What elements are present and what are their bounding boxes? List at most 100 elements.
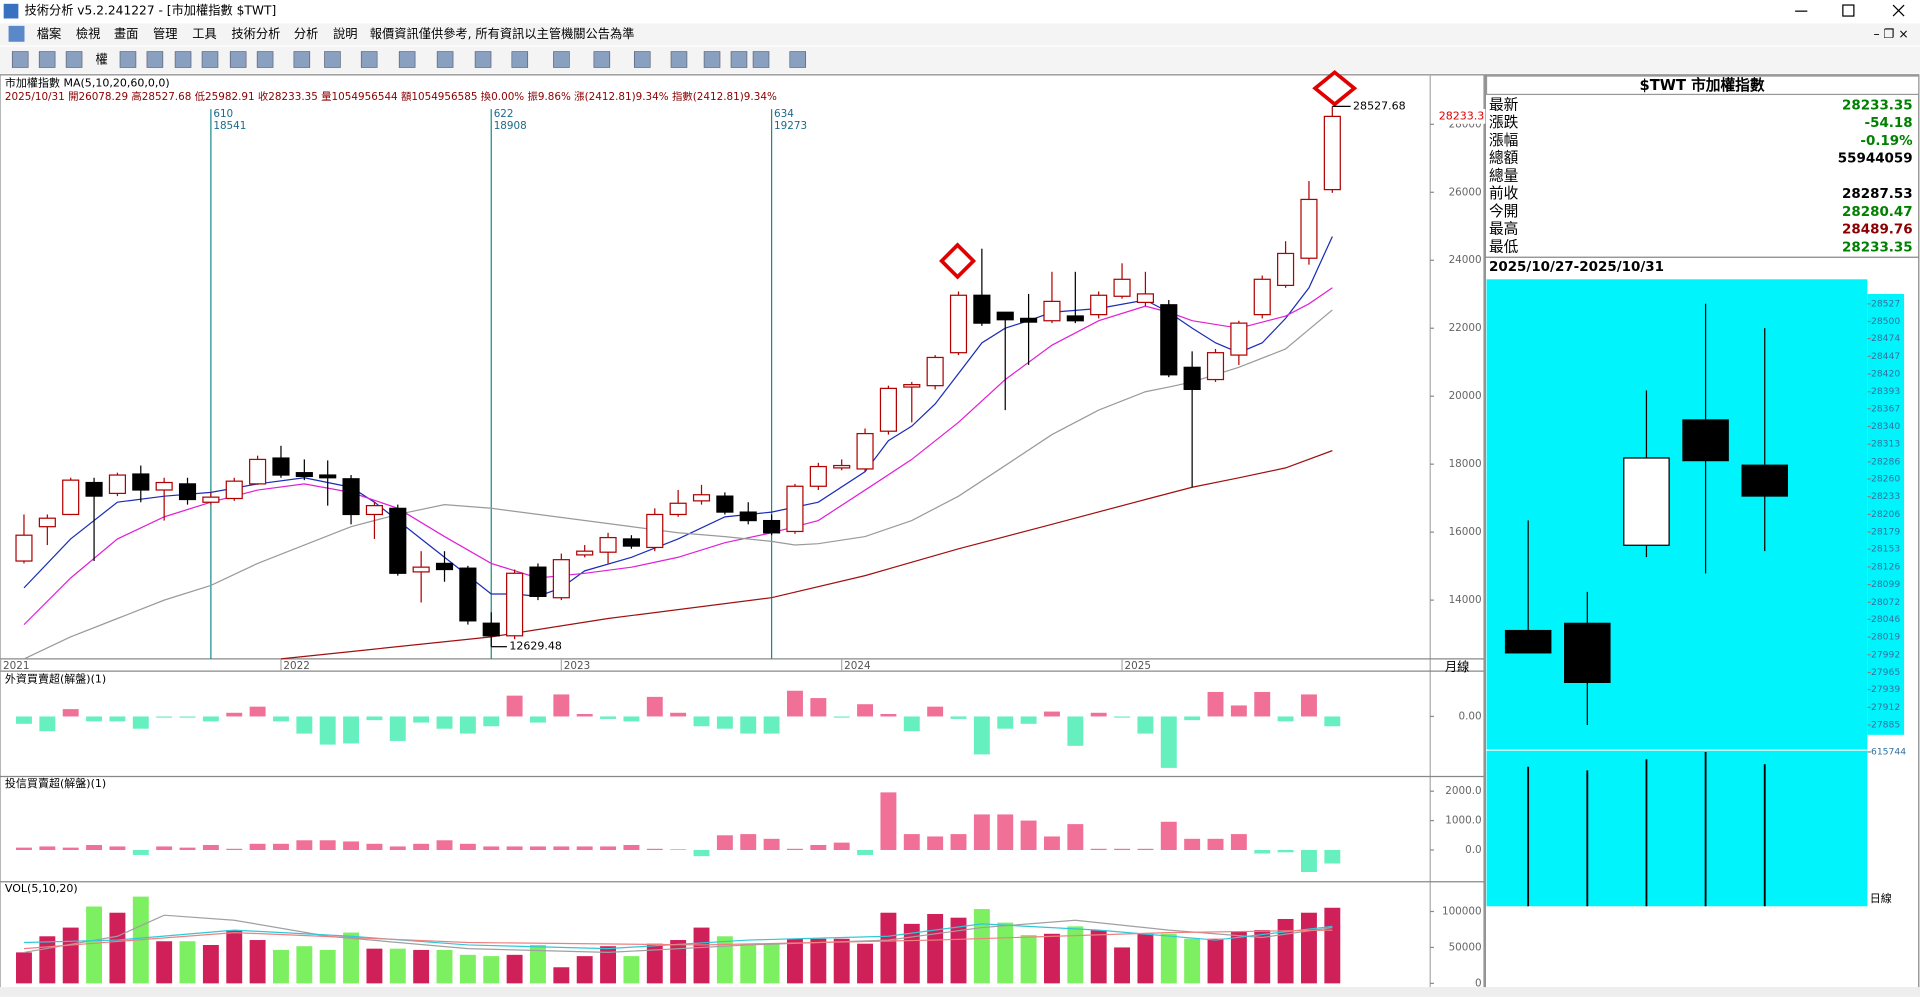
bar bbox=[787, 690, 803, 717]
bar bbox=[156, 716, 173, 718]
bar bbox=[1090, 848, 1107, 850]
bar bbox=[1230, 705, 1247, 717]
close-button[interactable] bbox=[1892, 4, 1905, 17]
candle-body bbox=[295, 472, 313, 478]
menu-item[interactable]: 工具 bbox=[192, 27, 216, 41]
low-label: 12629.48 bbox=[509, 640, 562, 653]
tool-button[interactable] bbox=[511, 51, 529, 68]
bar bbox=[530, 846, 546, 850]
candle-body bbox=[949, 294, 968, 354]
y-tick-label: 28420 bbox=[1871, 369, 1900, 380]
candle-body bbox=[1160, 304, 1178, 376]
candle-body bbox=[599, 536, 617, 553]
candle-body bbox=[926, 356, 944, 387]
bar bbox=[693, 849, 710, 857]
volume-bar bbox=[623, 956, 640, 984]
bar bbox=[740, 716, 757, 734]
tool-button[interactable] bbox=[553, 51, 570, 68]
bar bbox=[319, 840, 336, 850]
menu-item[interactable]: 檔案 bbox=[37, 26, 61, 41]
bar bbox=[483, 846, 500, 850]
bar bbox=[1254, 691, 1271, 717]
tool-button[interactable] bbox=[752, 51, 770, 68]
volume-bar bbox=[459, 954, 476, 984]
volume-bar bbox=[39, 936, 56, 984]
bar bbox=[1044, 711, 1060, 717]
bar bbox=[1324, 716, 1341, 727]
y-tick-label: 24000 bbox=[1449, 254, 1482, 266]
bar bbox=[506, 695, 523, 717]
tool-button[interactable] bbox=[65, 51, 83, 68]
mini-title: 2025/10/27-2025/10/31 bbox=[1489, 260, 1664, 275]
candle-body bbox=[272, 457, 290, 476]
menu-item[interactable]: 檢視 bbox=[76, 26, 100, 41]
bar bbox=[39, 846, 56, 850]
tool-button[interactable] bbox=[398, 51, 416, 68]
menu-item[interactable]: 說明 bbox=[333, 26, 357, 41]
bar bbox=[1114, 716, 1131, 718]
tool-button[interactable] bbox=[789, 51, 807, 68]
volume-bar bbox=[1230, 931, 1247, 984]
menu-item[interactable]: 畫面 bbox=[114, 26, 138, 41]
tool-button[interactable] bbox=[633, 51, 651, 68]
y-tick-label: 28019 bbox=[1871, 632, 1900, 643]
tool-button[interactable] bbox=[703, 51, 721, 68]
tool-button[interactable] bbox=[474, 51, 492, 68]
ma-line bbox=[23, 309, 1333, 660]
tool-button[interactable] bbox=[201, 51, 219, 68]
tool-button[interactable] bbox=[324, 51, 341, 68]
bar bbox=[436, 716, 453, 729]
volume-bar bbox=[880, 912, 897, 984]
candle-body bbox=[132, 473, 150, 491]
candle-body bbox=[202, 496, 220, 503]
volume-bar bbox=[1067, 926, 1084, 984]
bar bbox=[880, 714, 897, 717]
candle-body bbox=[108, 474, 127, 495]
volume-bar bbox=[109, 912, 126, 984]
volume-bar bbox=[1160, 933, 1177, 984]
bar bbox=[623, 844, 640, 850]
menu-item[interactable]: 管理 bbox=[153, 26, 177, 41]
bar bbox=[1114, 848, 1131, 850]
tool-button[interactable] bbox=[293, 51, 311, 68]
tool-button[interactable] bbox=[174, 51, 192, 68]
tool-button[interactable] bbox=[730, 51, 748, 68]
bar bbox=[296, 716, 313, 734]
bar bbox=[296, 840, 313, 850]
tool-button[interactable] bbox=[670, 51, 688, 68]
toolbar-label[interactable]: 權 bbox=[96, 53, 108, 67]
bar bbox=[787, 848, 803, 850]
volume-bar bbox=[506, 954, 523, 984]
tool-button[interactable] bbox=[593, 51, 611, 68]
y-tick-label: 28153 bbox=[1871, 544, 1900, 555]
menu-item[interactable]: 分析 bbox=[294, 27, 318, 41]
candle-body bbox=[225, 480, 243, 500]
tool-button[interactable] bbox=[146, 51, 164, 68]
candle-body bbox=[1300, 198, 1318, 259]
y-tick-label: 28046 bbox=[1871, 614, 1900, 625]
tool-button[interactable] bbox=[38, 51, 56, 68]
tool-button[interactable] bbox=[256, 51, 274, 68]
candle-body bbox=[38, 517, 56, 528]
menu-item[interactable]: 技術分析 bbox=[231, 27, 280, 41]
tool-button[interactable] bbox=[229, 51, 247, 68]
bar bbox=[413, 716, 430, 723]
annotation-value: 18541 bbox=[213, 120, 246, 132]
restore-button[interactable] bbox=[1842, 4, 1855, 17]
y-tick-label: 28527 bbox=[1871, 298, 1900, 309]
bar bbox=[1090, 712, 1107, 717]
tool-button[interactable] bbox=[360, 51, 378, 68]
annotation-count: 610 bbox=[213, 108, 233, 120]
tool-button[interactable] bbox=[436, 51, 454, 68]
bar bbox=[1207, 691, 1224, 717]
tool-button[interactable] bbox=[119, 51, 137, 68]
candle-body bbox=[342, 478, 360, 516]
bar bbox=[1300, 694, 1317, 717]
tool-button[interactable] bbox=[11, 51, 29, 68]
candle-body bbox=[249, 458, 267, 485]
candle-body bbox=[552, 559, 570, 599]
mdi-controls[interactable]: – ❐ × bbox=[1873, 27, 1908, 41]
quote-label: 漲跌 bbox=[1489, 114, 1519, 131]
bar bbox=[366, 843, 383, 850]
volume-bar bbox=[16, 952, 32, 984]
